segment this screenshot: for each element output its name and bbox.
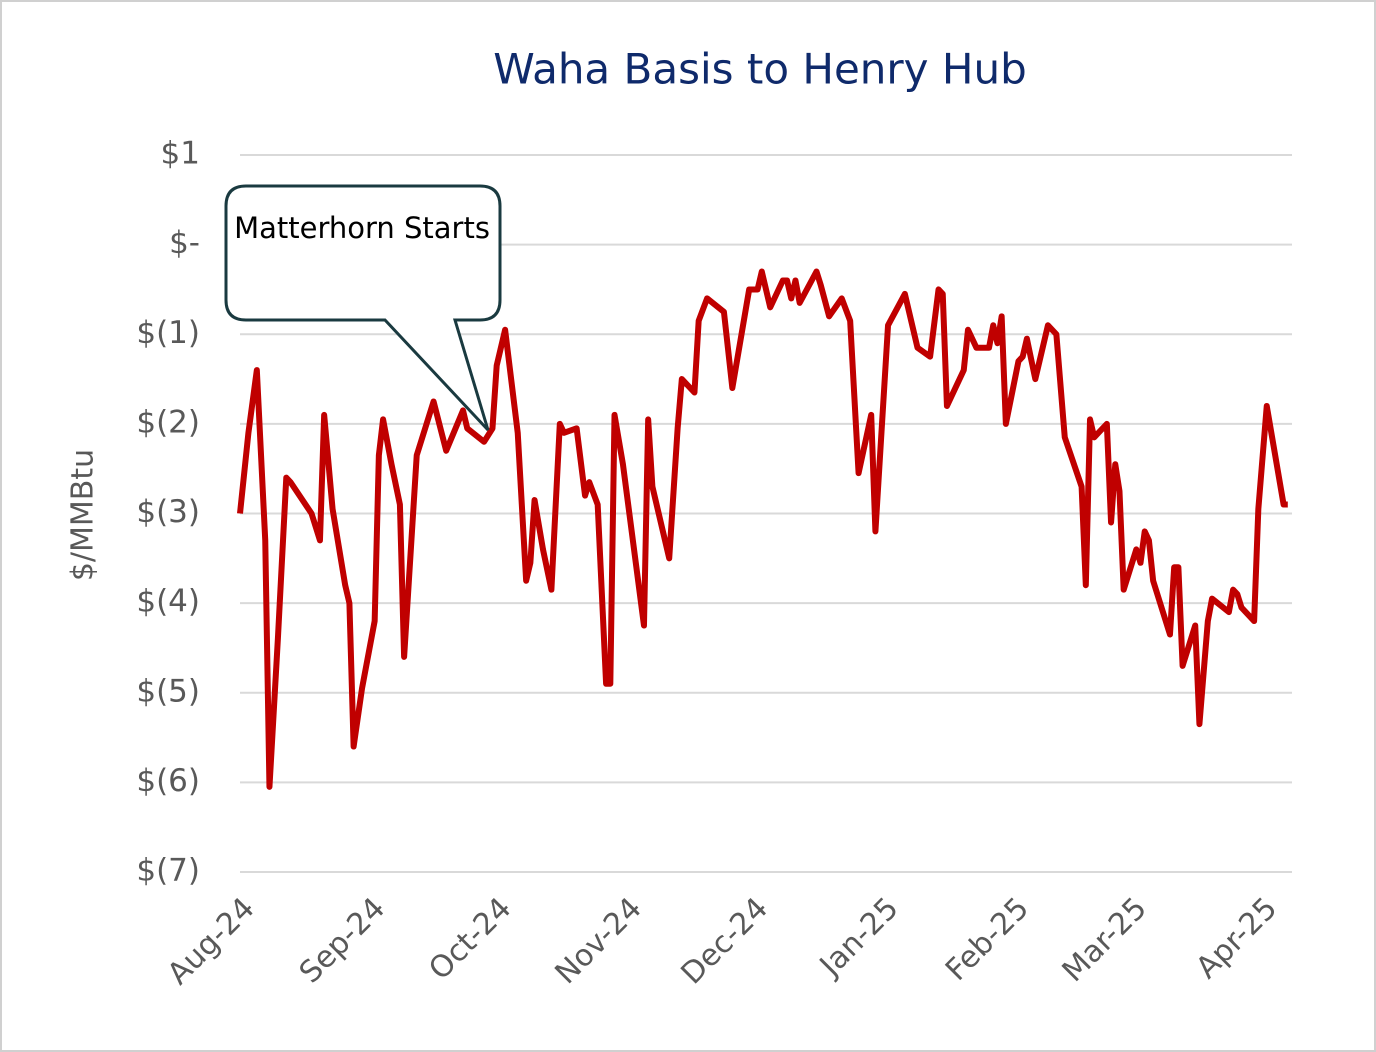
y-tick-label: $- — [169, 225, 200, 261]
chart-title: Waha Basis to Henry Hub — [493, 45, 1027, 94]
y-tick-label: $(2) — [136, 404, 200, 440]
callout — [224, 184, 502, 432]
y-tick-label: $(5) — [136, 673, 200, 709]
y-tick-label: $(4) — [136, 584, 200, 620]
y-tick-label: $(3) — [136, 494, 200, 530]
y-axis-label: $/MMBtu — [66, 449, 101, 581]
annotation: Matterhorn Starts — [234, 211, 490, 245]
y-tick-label: $(1) — [136, 315, 200, 351]
y-tick-label: $1 — [161, 136, 200, 172]
data-line — [237, 268, 1288, 790]
y-tick-label: $(6) — [136, 763, 200, 799]
plot — [237, 268, 1288, 790]
y-tick-label: $(7) — [136, 853, 200, 889]
